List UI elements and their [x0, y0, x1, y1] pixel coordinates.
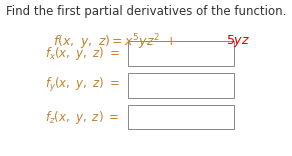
- Text: $f(x,\ y,\ z) = x^5yz^2\ +\ $: $f(x,\ y,\ z) = x^5yz^2\ +\ $: [53, 33, 176, 52]
- FancyBboxPatch shape: [128, 105, 234, 129]
- Text: $f_z(x,\ y,\ z)\ =$: $f_z(x,\ y,\ z)\ =$: [45, 109, 120, 126]
- Text: $f_x(x,\ y,\ z)\ =$: $f_x(x,\ y,\ z)\ =$: [45, 45, 120, 62]
- Text: $5yz$: $5yz$: [226, 33, 251, 49]
- FancyBboxPatch shape: [128, 41, 234, 66]
- Text: Find the first partial derivatives of the function.: Find the first partial derivatives of th…: [6, 5, 286, 18]
- Text: $f_y(x,\ y,\ z)\ =$: $f_y(x,\ y,\ z)\ =$: [45, 76, 120, 94]
- FancyBboxPatch shape: [128, 73, 234, 98]
